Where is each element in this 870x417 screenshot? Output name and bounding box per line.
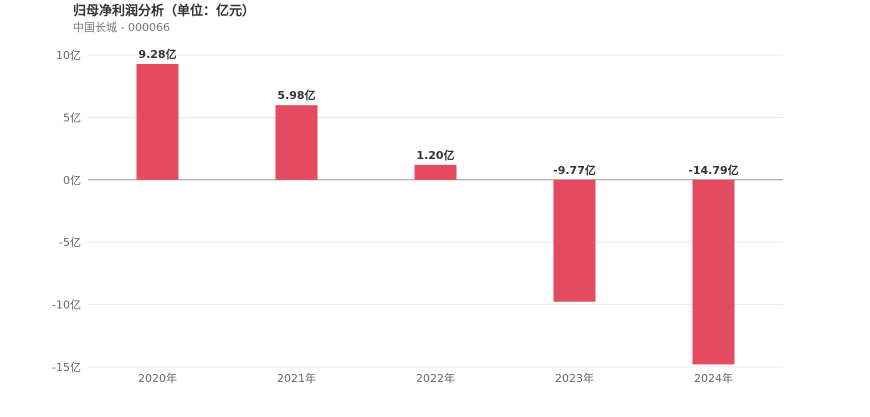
y-tick-label: 10亿 [56, 49, 81, 62]
y-tick-label: 0亿 [63, 174, 81, 187]
chart-subtitle: 中国长城 - 000066 [73, 21, 170, 34]
bar[interactable] [275, 105, 318, 180]
bar-layer [136, 63, 735, 365]
bar[interactable] [136, 63, 179, 180]
data-label: 5.98亿 [277, 88, 315, 102]
x-tick-label: 2023年 [555, 371, 594, 385]
y-tick-label: -15亿 [52, 361, 81, 374]
x-tick-label: 2021年 [277, 371, 316, 385]
y-tick-label: -10亿 [52, 299, 81, 312]
data-label: -9.77亿 [553, 163, 596, 177]
grid-layer: 10亿 5亿 0亿 -5亿 -10亿 -15亿 [52, 49, 783, 374]
chart-title: 归母净利润分析（单位：亿元） [73, 4, 256, 19]
x-tick-label: 2024年 [694, 371, 733, 385]
data-label: 9.28亿 [138, 47, 176, 61]
bar[interactable] [414, 164, 457, 180]
y-tick-label: -5亿 [59, 236, 81, 249]
bar[interactable] [692, 179, 735, 365]
data-label: -14.79亿 [688, 163, 738, 177]
y-tick-label: 5亿 [63, 111, 81, 124]
data-label: 1.20亿 [416, 148, 454, 162]
bar[interactable] [553, 179, 596, 302]
x-tick-label: 2020年 [138, 371, 177, 385]
x-tick-label: 2022年 [416, 371, 455, 385]
label-layer: 9.28亿 2020年 5.98亿 2021年 1.20亿 2022年 -9.77亿 2023… [138, 47, 739, 385]
